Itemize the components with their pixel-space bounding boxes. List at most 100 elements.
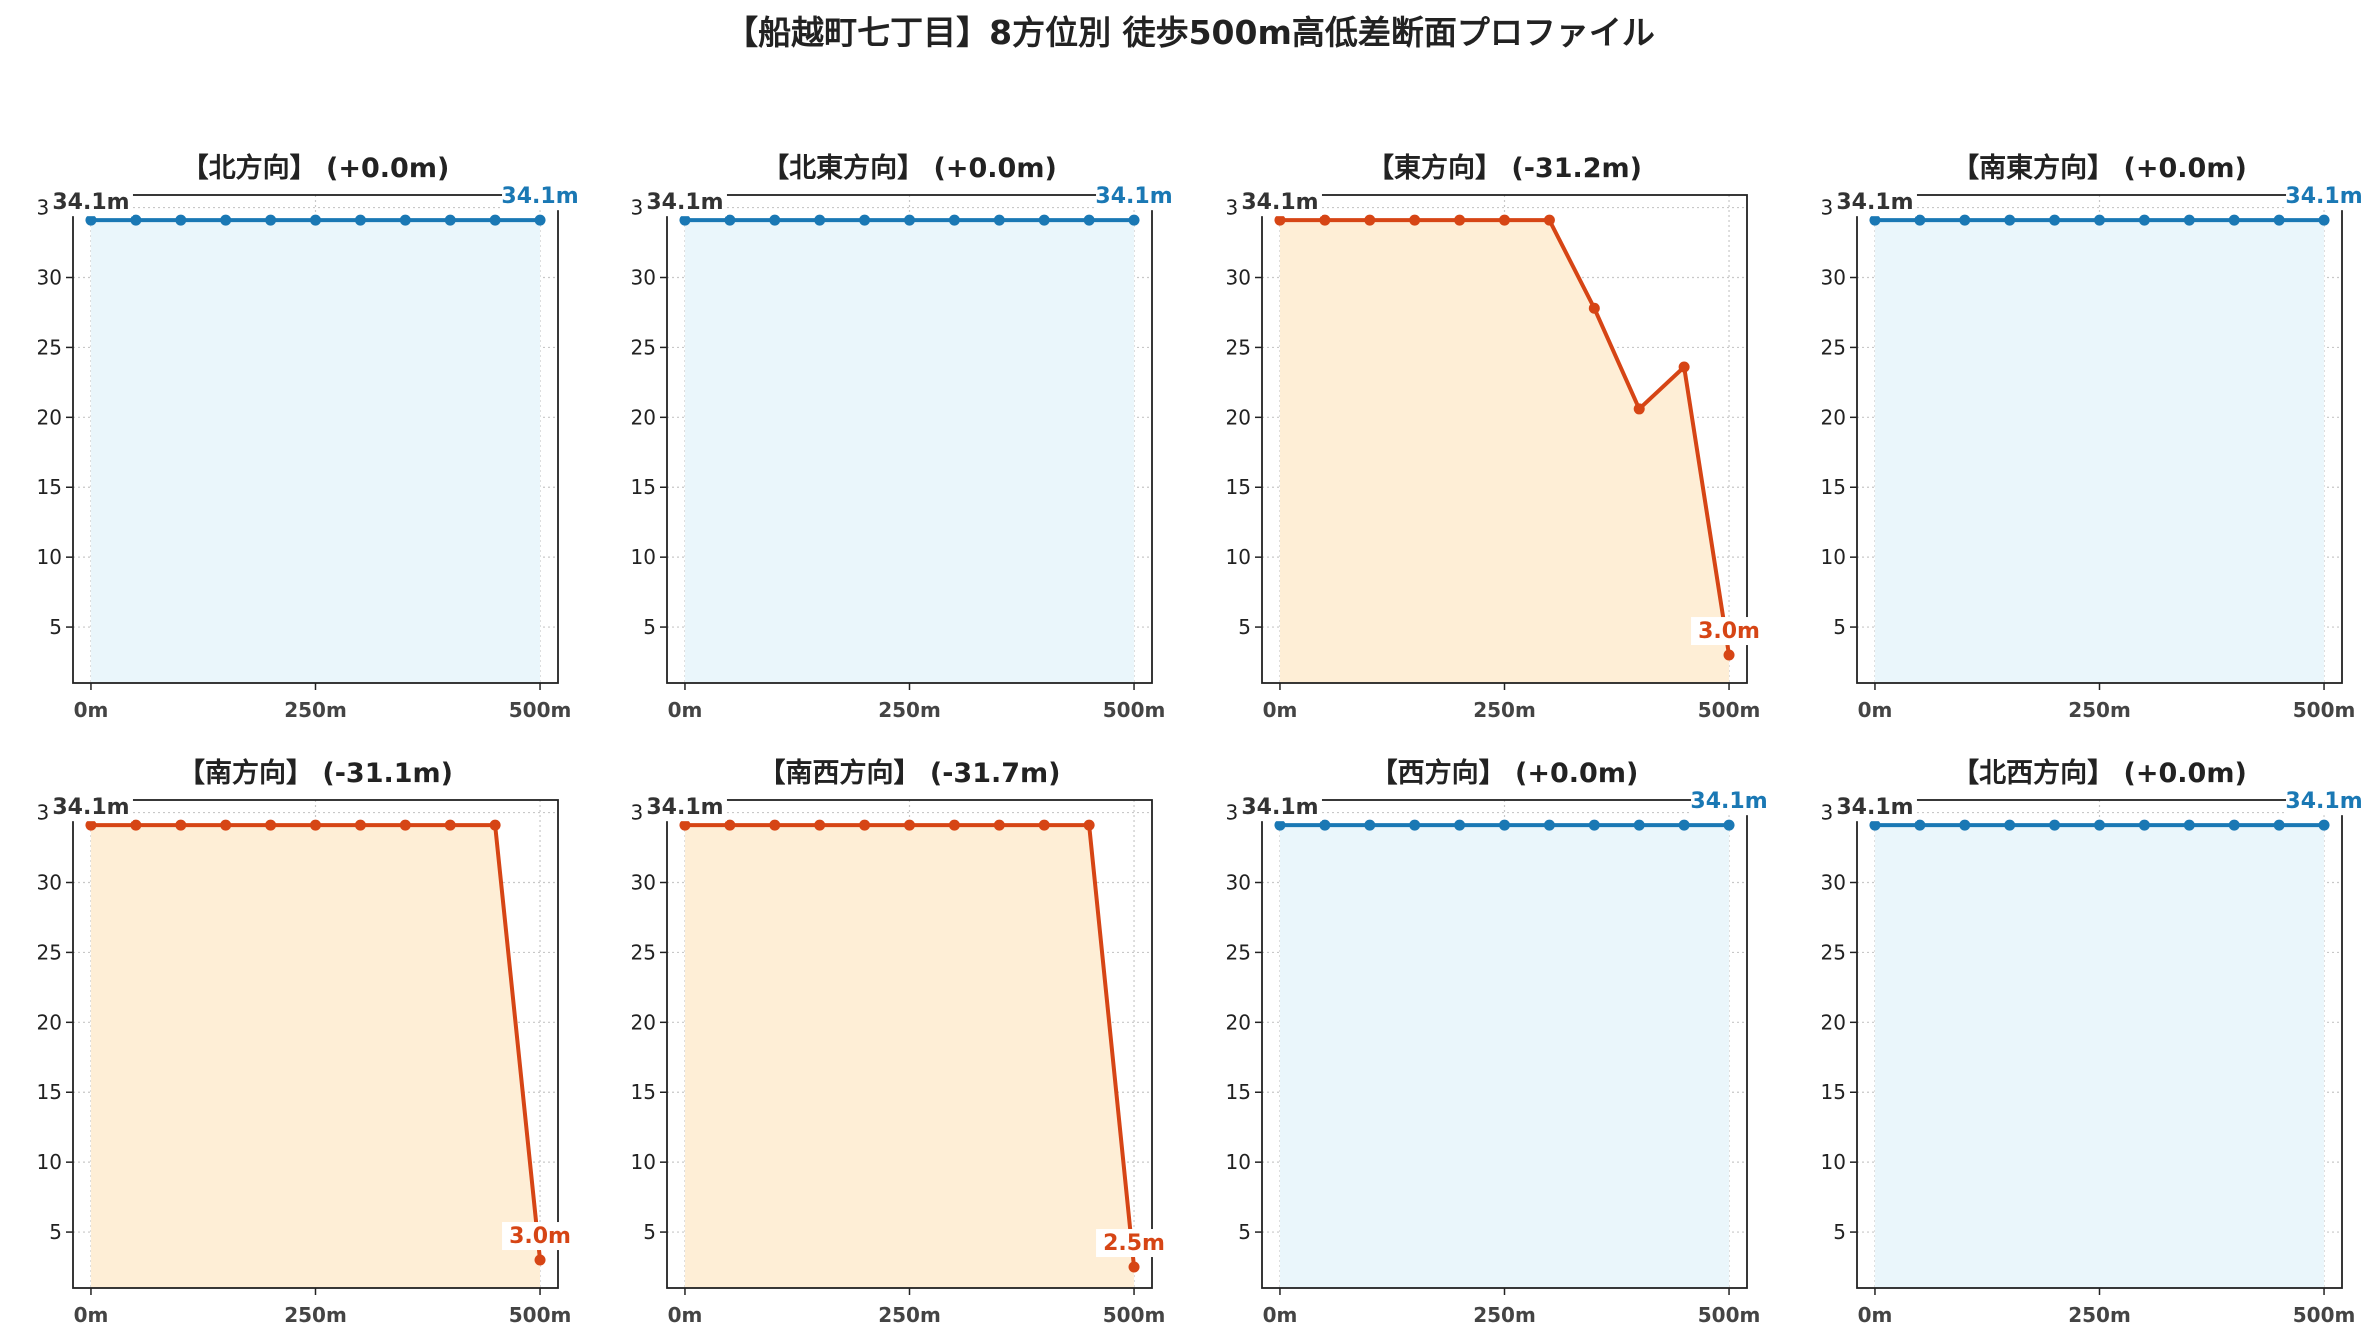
x-tick-label: 250m — [1473, 1303, 1536, 1327]
end-elevation-label: 34.1m — [501, 184, 578, 209]
start-elevation-label: 34.1m — [1241, 190, 1318, 215]
start-label-box — [1237, 793, 1322, 822]
profile-point — [1633, 819, 1645, 831]
profile-point — [489, 214, 501, 226]
start-elevation-label: 34.1m — [52, 795, 129, 820]
profile-point — [1678, 361, 1690, 373]
start-label-box — [48, 188, 133, 217]
y-tick-label: 30 — [1821, 265, 1846, 289]
profile-point — [2318, 214, 2330, 226]
profile-point — [1454, 819, 1466, 831]
profile-point — [2228, 214, 2240, 226]
end-elevation-label: 34.1m — [1690, 789, 1767, 814]
profile-point — [175, 214, 187, 226]
x-tick-label: 250m — [2068, 698, 2131, 722]
y-tick-label: 5 — [1833, 615, 1846, 639]
profile-point — [2273, 214, 2285, 226]
x-tick-label: 500m — [1103, 698, 1166, 722]
profile-point — [1274, 214, 1286, 226]
panel-title: 【南方向】 (-31.1m) — [178, 757, 453, 789]
x-tick-label: 500m — [1698, 698, 1761, 722]
profile-point — [1914, 819, 1926, 831]
profile-point — [1409, 214, 1421, 226]
y-tick-label: 30 — [631, 870, 656, 894]
x-tick-label: 0m — [1858, 698, 1893, 722]
profile-point — [1543, 214, 1555, 226]
panel-title: 【北西方向】 (+0.0m) — [1952, 757, 2247, 789]
start-elevation-label: 34.1m — [1836, 795, 1913, 820]
y-tick-label: 10 — [37, 545, 62, 569]
profile-panel: 【南方向】 (-31.1m)51015202530350m250m500m34.… — [37, 757, 579, 1327]
x-tick-label: 250m — [1473, 698, 1536, 722]
end-label-box — [1691, 617, 1768, 646]
profile-point — [2094, 214, 2105, 226]
end-label-box — [1096, 182, 1173, 211]
profile-area — [90, 825, 541, 1288]
y-tick-label: 25 — [1226, 335, 1251, 359]
end-label-box — [1691, 787, 1768, 816]
profile-panel: 【東方向】 (-31.2m)51015202530350m250m500m34.… — [1226, 152, 1768, 722]
y-tick-label: 20 — [1821, 405, 1846, 429]
profile-point — [444, 819, 456, 831]
y-tick-label: 30 — [1821, 870, 1846, 894]
y-tick-label: 30 — [1226, 870, 1251, 894]
profile-panel: 【北方向】 (+0.0m)51015202530350m250m500m34.1… — [37, 152, 579, 722]
profile-area — [684, 220, 1135, 683]
profile-point — [2049, 819, 2061, 831]
profile-point — [354, 819, 366, 831]
end-elevation-label: 34.1m — [1095, 184, 1172, 209]
profile-panels: 【北方向】 (+0.0m)51015202530350m250m500m34.1… — [37, 152, 2363, 1327]
y-tick-label: 10 — [1226, 545, 1251, 569]
profile-point — [1723, 819, 1735, 831]
profile-point — [489, 819, 501, 831]
profile-point — [534, 214, 546, 226]
y-tick-label: 25 — [1821, 335, 1846, 359]
x-tick-label: 0m — [668, 698, 703, 722]
x-tick-label: 500m — [509, 698, 572, 722]
y-tick-label: 25 — [1821, 940, 1846, 964]
profile-point — [2049, 214, 2061, 226]
profile-point — [1588, 819, 1600, 831]
profile-point — [859, 819, 871, 831]
profile-point — [1454, 214, 1466, 226]
y-tick-label: 5 — [1833, 1220, 1846, 1244]
y-tick-label: 5 — [643, 615, 656, 639]
start-label-box — [1832, 793, 1917, 822]
y-tick-label: 20 — [1821, 1010, 1846, 1034]
y-tick-label: 5 — [643, 1220, 656, 1244]
profile-point — [1869, 819, 1881, 831]
y-tick-label: 15 — [631, 1080, 656, 1104]
profile-area — [1874, 825, 2325, 1288]
profile-point — [724, 214, 736, 226]
x-tick-label: 250m — [878, 1303, 941, 1327]
start-label-box — [642, 793, 727, 822]
x-tick-label: 0m — [1263, 1303, 1298, 1327]
panel-title: 【南西方向】 (-31.7m) — [758, 757, 1060, 789]
profile-point — [2004, 214, 2016, 226]
x-tick-label: 0m — [668, 1303, 703, 1327]
profile-point — [724, 819, 736, 831]
profile-point — [1633, 403, 1645, 415]
profile-point — [354, 214, 366, 226]
profile-area — [90, 220, 541, 683]
profile-panel: 【北西方向】 (+0.0m)51015202530350m250m500m34.… — [1821, 757, 2363, 1327]
profile-point — [1274, 819, 1286, 831]
profile-point — [1543, 819, 1555, 831]
y-tick-label: 5 — [49, 1220, 62, 1244]
end-label-box — [502, 182, 579, 211]
profile-point — [1319, 214, 1331, 226]
profile-point — [2094, 819, 2105, 831]
start-elevation-label: 34.1m — [1241, 795, 1318, 820]
profile-point — [1083, 819, 1095, 831]
y-tick-label: 5 — [1238, 1220, 1251, 1244]
profile-point — [2138, 819, 2150, 831]
y-tick-label: 10 — [631, 1150, 656, 1174]
profile-point — [1499, 214, 1510, 226]
profile-point — [85, 819, 97, 831]
start-elevation-label: 34.1m — [646, 190, 723, 215]
y-tick-label: 30 — [37, 870, 62, 894]
x-tick-label: 0m — [1858, 1303, 1893, 1327]
profile-point — [1914, 214, 1926, 226]
profile-point — [1128, 1261, 1140, 1273]
